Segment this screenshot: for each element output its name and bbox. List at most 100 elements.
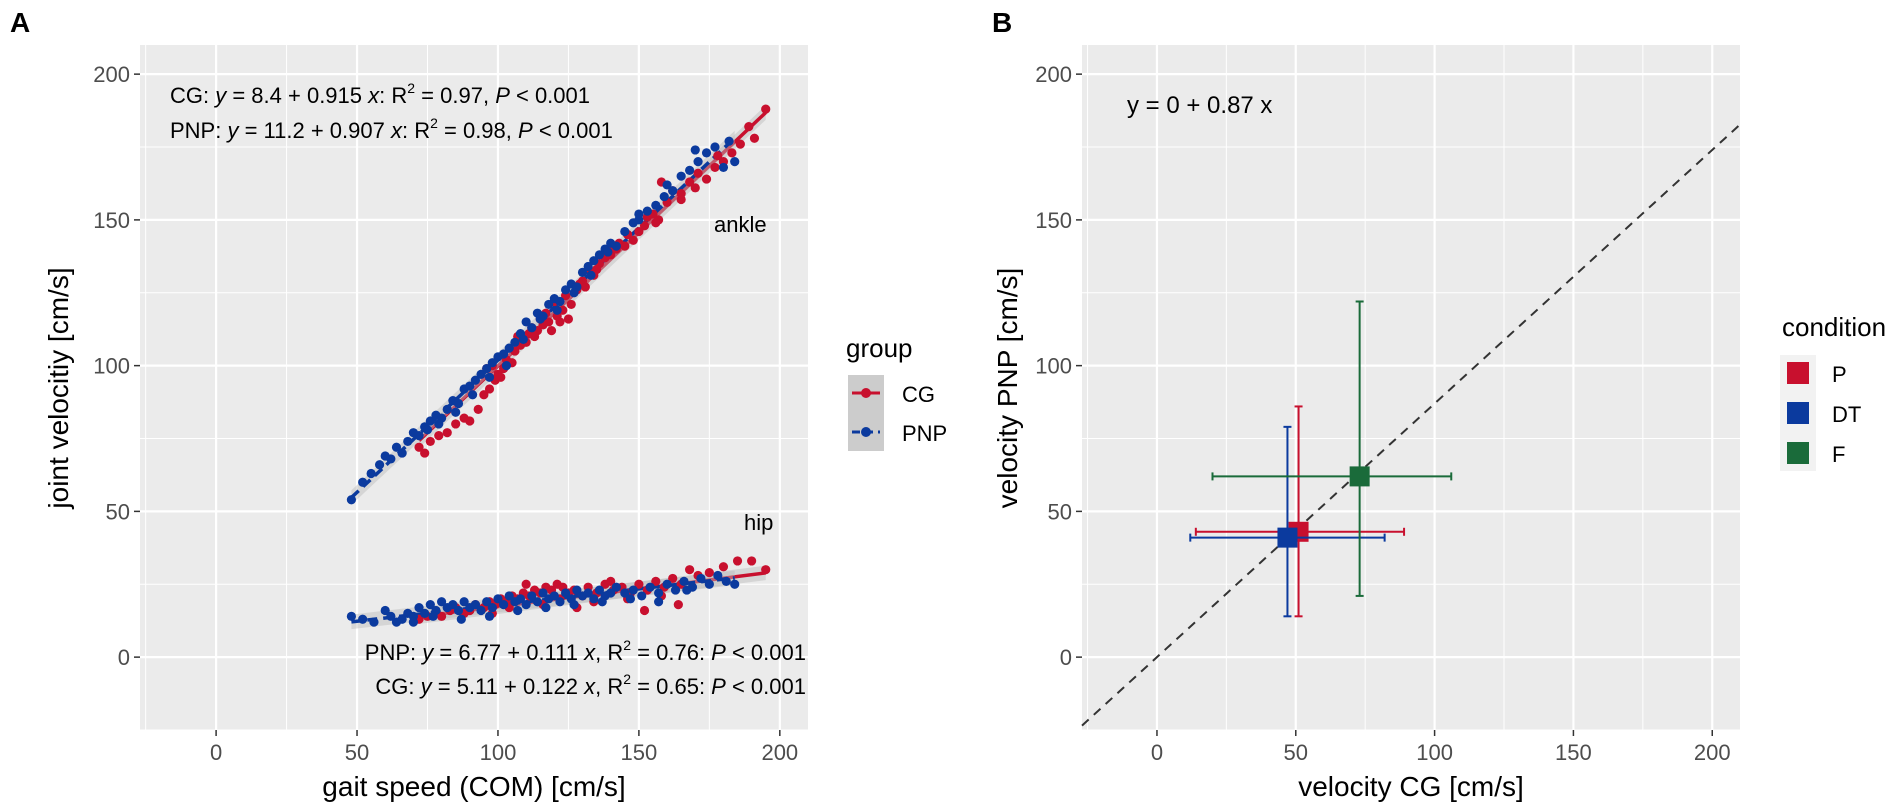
point-cg-hip [718,562,729,572]
eq-pnp-ankle: PNP: y = 11.2 + 0.907 x: R2 = 0.98, P < … [170,115,613,143]
point-pnp-hip [538,588,548,598]
point-pnp-ankle [346,495,356,505]
panel-b-y-tick-label: 150 [1035,208,1072,233]
point-pnp-ankle [451,407,461,417]
point-cg-ankle [701,174,712,184]
legend-p-swatch [1787,362,1809,384]
panel-a-y-axis-title: joint velocitiy [cm/s] [43,267,74,509]
panel-b-x-tick-label: 0 [1151,740,1163,765]
point-pnp-ankle [374,460,385,470]
point-pnp-hip [611,582,621,592]
point-pnp-ankle [358,477,368,487]
point-pnp-hip [569,600,579,610]
legend-f-label: F [1832,442,1845,467]
legend-group-title: group [846,333,913,363]
panel-b-x-tick-label: 50 [1284,740,1308,765]
point-pnp-ankle [569,288,579,298]
point-pnp-ankle [642,206,652,216]
point-cg-ankle [414,442,424,452]
point-cg-hip [761,565,771,575]
point-pnp-ankle [676,171,686,181]
point-pnp-ankle [403,436,413,447]
point-pnp-hip [730,579,740,589]
panel-b-y-axis-title: velocity PNP [cm/s] [992,268,1023,509]
point-cg-ankle [566,299,576,310]
point-pnp-ankle [561,285,571,295]
point-pnp-ankle [589,256,599,266]
point-pnp-hip [493,594,503,604]
panel-b-x-tick-label: 150 [1555,740,1592,765]
point-cg-hip [639,605,650,616]
point-cg-ankle [442,428,452,438]
point-pnp-hip [408,617,419,627]
panel-b-y-tick-label: 200 [1035,62,1072,87]
point-pnp-hip [420,608,430,619]
point-pnp-hip [589,594,599,604]
point-pnp-hip [428,611,438,621]
point-cg-hip [651,576,661,586]
panel-b-x-axis-title: velocity CG [cm/s] [1298,771,1524,802]
point-pnp-hip [470,600,481,610]
point-cg-ankle [420,448,430,458]
point-pnp-hip [682,585,692,595]
legend-group: group CG PNP [846,333,947,451]
point-pnp-ankle [442,404,452,414]
panel-b-points [1189,300,1453,618]
point-cg-ankle [484,384,495,394]
point-cg-hip [704,567,714,578]
point-pnp-hip [515,594,526,604]
point-pnp-ankle [386,454,396,464]
point-pnp-ankle [467,390,478,400]
point-pnp-hip [654,588,664,598]
panel-a-x-axis-title: gait speed (COM) [cm/s] [322,771,625,802]
point-pnp-ankle [535,314,545,324]
point-pnp-hip [521,600,531,610]
point-cg-ankle [465,416,475,426]
eq-cg-ankle: CG: y = 8.4 + 0.915 x: R2 = 0.97, P < 0.… [170,80,590,108]
panel-a-ticks: 0 50 100 150 200 0 50 100 150 200 [93,62,798,765]
point-pnp-ankle [482,363,492,374]
panel-b-grid [1082,45,1740,731]
point-pnp-ankle [527,323,537,333]
point-cg-hip [668,573,678,584]
panel-a-y-tick-label: 150 [93,208,130,233]
point-pnp-ankle [487,358,497,368]
legend-pnp-label: PNP [902,421,947,446]
point-cg-ankle [651,218,661,228]
legend-cg-label: CG [902,382,935,407]
point-pnp-hip [620,588,630,598]
point-pnp-ankle [391,442,402,452]
label-hip: hip [744,510,773,535]
point-pnp-hip [549,591,559,601]
panel-b-equation: y = 0 + 0.87 x [1127,92,1272,119]
point-pnp-hip [484,611,495,621]
point-cg-ankle [563,314,574,324]
point-cg-ankle [685,177,695,187]
point-pnp-hip [459,597,469,607]
legend-condition: condition P DT F [1780,312,1886,471]
point-pnp-hip [670,585,681,595]
legend-f-swatch [1787,442,1809,464]
point-pnp-hip [561,588,571,598]
panel-label-a: A [10,7,30,38]
point-pnp-hip [654,597,664,607]
point-pnp-hip [456,614,466,624]
point-pnp-hip [380,605,390,616]
point-pnp-hip [397,614,407,624]
eq-pnp-hip: PNP: y = 6.77 + 0.111 x, R2 = 0.76: P < … [365,637,806,665]
panel-a-x-tick-label: 150 [621,740,658,765]
panel-a-y-tick-label: 0 [118,645,130,670]
point-pnp-ankle [662,180,672,190]
point-pnp-hip [721,576,731,586]
point-pnp-hip [482,597,492,607]
point-pnp-hip [448,600,458,610]
point-cg-ankle [727,148,737,158]
point-pnp-hip [369,617,379,627]
point-pnp-ankle [414,430,424,441]
point-cg-hip [685,565,695,575]
point-cg-ankle [749,133,760,143]
point-pnp-hip [498,600,509,610]
panel-a-x-tick-label: 50 [345,740,369,765]
point-pnp-ankle [701,148,712,158]
point-pnp-ankle [603,247,613,257]
